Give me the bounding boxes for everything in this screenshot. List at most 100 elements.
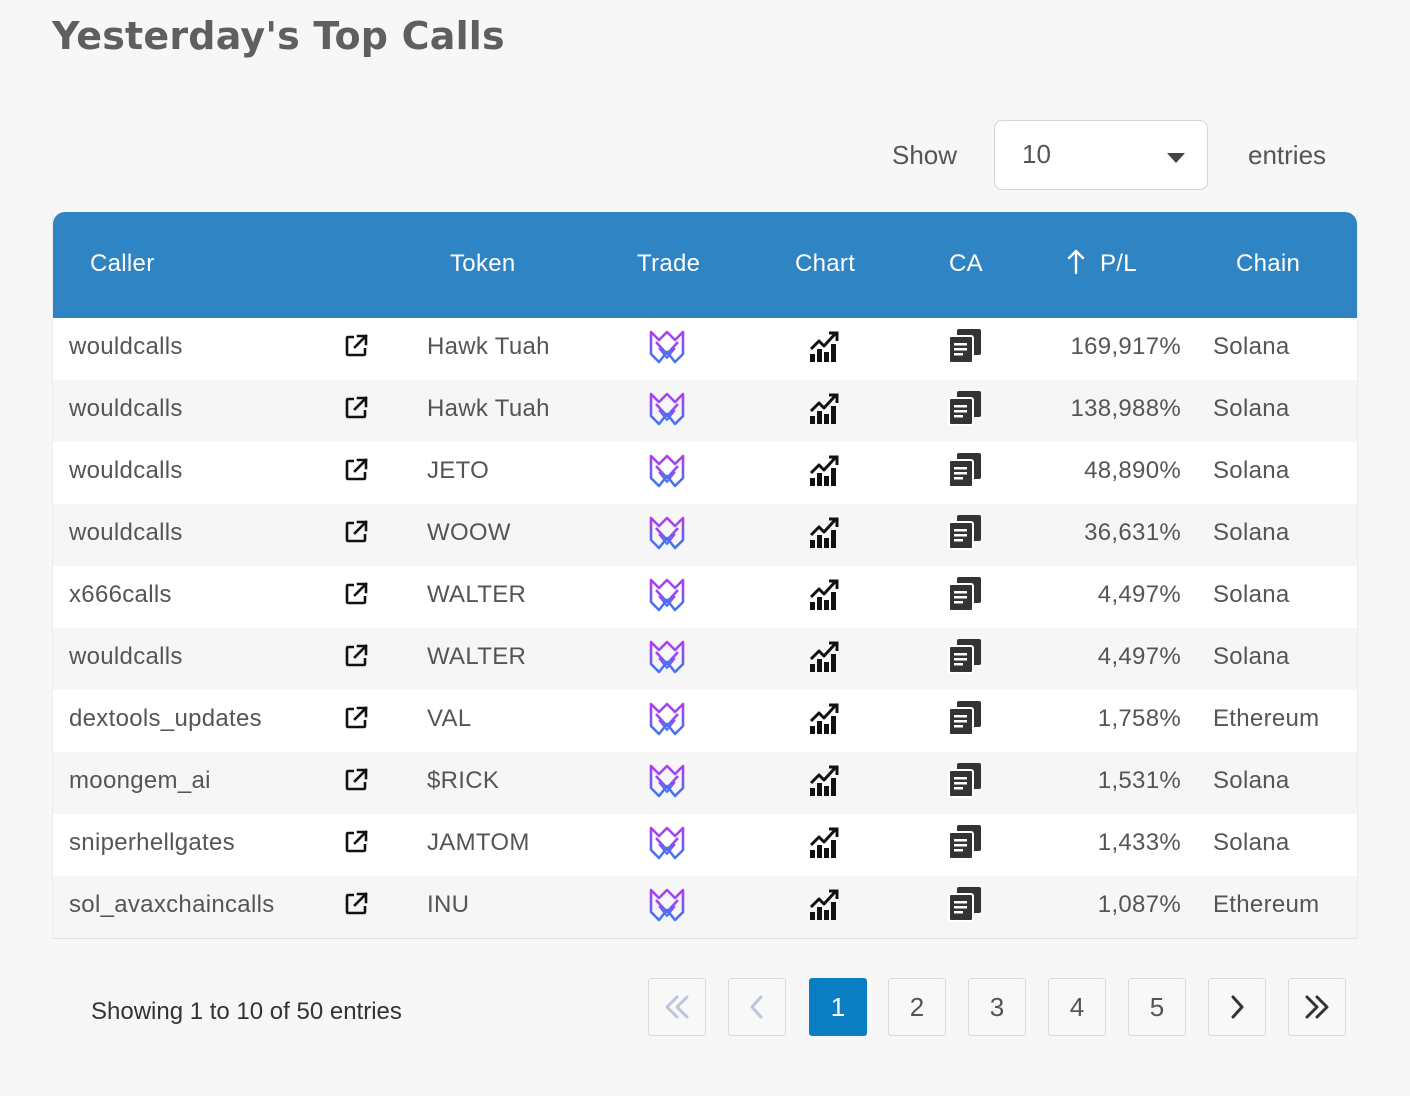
trade-logo-icon[interactable]	[647, 328, 687, 366]
chain-name: Ethereum	[1213, 705, 1320, 732]
token-name: WALTER	[427, 581, 527, 608]
table-body: wouldcalls Hawk Tuah 169,917% Solana wouldca…	[53, 318, 1357, 938]
token-name: Hawk Tuah	[427, 333, 550, 360]
entries-select[interactable]: 10	[994, 120, 1208, 190]
page-button-1[interactable]: 1	[809, 978, 867, 1036]
copy-icon[interactable]	[948, 886, 982, 922]
chevron-right-icon	[1231, 995, 1244, 1019]
chain-name: Solana	[1213, 829, 1290, 856]
header-pl[interactable]: P/L	[1067, 249, 1137, 278]
chart-icon[interactable]	[808, 515, 840, 549]
entries-select-value: 10	[1022, 139, 1051, 169]
trade-logo-icon[interactable]	[647, 576, 687, 614]
trade-logo-icon[interactable]	[647, 452, 687, 490]
previous-page-button[interactable]	[728, 978, 786, 1036]
last-page-button[interactable]	[1288, 978, 1346, 1036]
external-link-icon[interactable]	[343, 705, 369, 731]
caller-name: wouldcalls	[69, 643, 183, 670]
chart-icon[interactable]	[808, 391, 840, 425]
chart-icon[interactable]	[808, 887, 840, 921]
show-label: Show	[892, 140, 958, 170]
pl-value: 138,988%	[1070, 395, 1181, 422]
header-trade: Trade	[637, 250, 701, 277]
external-link-icon[interactable]	[343, 333, 369, 359]
table-row: x666calls WALTER 4,497% Solana	[53, 566, 1357, 628]
caller-name: sniperhellgates	[69, 829, 235, 856]
first-page-button[interactable]	[648, 978, 706, 1036]
chain-name: Ethereum	[1213, 891, 1320, 918]
table-header: Caller Token Trade Chart CA P/L Chain	[53, 212, 1357, 318]
chart-icon[interactable]	[808, 825, 840, 859]
next-page-button[interactable]	[1208, 978, 1266, 1036]
copy-icon[interactable]	[948, 576, 982, 612]
header-chain[interactable]: Chain	[1236, 250, 1301, 277]
copy-icon[interactable]	[948, 452, 982, 488]
trade-logo-icon[interactable]	[647, 824, 687, 862]
token-name: $RICK	[427, 767, 500, 794]
copy-icon[interactable]	[948, 638, 982, 674]
table-row: sol_avaxchaincalls INU 1,087% Ethereum	[53, 876, 1357, 938]
chart-icon[interactable]	[808, 577, 840, 611]
page-button-2[interactable]: 2	[888, 978, 946, 1036]
token-name: JETO	[427, 457, 490, 484]
header-token[interactable]: Token	[450, 250, 516, 277]
pl-value: 169,917%	[1070, 333, 1181, 360]
copy-icon[interactable]	[948, 700, 982, 736]
external-link-icon[interactable]	[343, 581, 369, 607]
page-button-4[interactable]: 4	[1048, 978, 1106, 1036]
pl-value: 36,631%	[1084, 519, 1181, 546]
chain-name: Solana	[1213, 395, 1290, 422]
header-caller[interactable]: Caller	[90, 250, 155, 277]
token-name: JAMTOM	[427, 829, 530, 856]
caller-name: wouldcalls	[69, 457, 183, 484]
pl-value: 4,497%	[1097, 643, 1181, 670]
external-link-icon[interactable]	[343, 457, 369, 483]
page-button-3[interactable]: 3	[968, 978, 1026, 1036]
external-link-icon[interactable]	[343, 829, 369, 855]
copy-icon[interactable]	[948, 514, 982, 550]
pl-value: 48,890%	[1084, 457, 1181, 484]
pl-value: 1,433%	[1097, 829, 1181, 856]
chain-name: Solana	[1213, 457, 1290, 484]
trade-logo-icon[interactable]	[647, 886, 687, 924]
page-button-5[interactable]: 5	[1128, 978, 1186, 1036]
pl-value: 1,531%	[1097, 767, 1181, 794]
trade-logo-icon[interactable]	[647, 762, 687, 800]
token-name: WOOW	[427, 519, 511, 546]
pl-value: 4,497%	[1097, 581, 1181, 608]
chevron-left-icon	[750, 995, 763, 1019]
external-link-icon[interactable]	[343, 767, 369, 793]
trade-logo-icon[interactable]	[647, 700, 687, 738]
trade-logo-icon[interactable]	[647, 638, 687, 676]
pl-value: 1,758%	[1097, 705, 1181, 732]
copy-icon[interactable]	[948, 390, 982, 426]
caller-name: x666calls	[69, 581, 172, 608]
chain-name: Solana	[1213, 581, 1290, 608]
table-row: moongem_ai $RICK 1,531% Solana	[53, 752, 1357, 814]
copy-icon[interactable]	[948, 824, 982, 860]
external-link-icon[interactable]	[343, 643, 369, 669]
external-link-icon[interactable]	[343, 519, 369, 545]
copy-icon[interactable]	[948, 328, 982, 364]
chart-icon[interactable]	[808, 763, 840, 797]
trade-logo-icon[interactable]	[647, 514, 687, 552]
token-name: VAL	[427, 705, 472, 732]
chain-name: Solana	[1213, 767, 1290, 794]
chart-icon[interactable]	[808, 701, 840, 735]
trade-logo-icon[interactable]	[647, 390, 687, 428]
calls-table: Caller Token Trade Chart CA P/L Chain wo…	[52, 212, 1358, 939]
chain-name: Solana	[1213, 519, 1290, 546]
header-ca: CA	[949, 250, 983, 277]
external-link-icon[interactable]	[343, 395, 369, 421]
chain-name: Solana	[1213, 333, 1290, 360]
table-row: dextools_updates VAL 1,758% Ethereum	[53, 690, 1357, 752]
token-name: Hawk Tuah	[427, 395, 550, 422]
external-link-icon[interactable]	[343, 891, 369, 917]
table-row: wouldcalls WOOW 36,631% Solana	[53, 504, 1357, 566]
caller-name: dextools_updates	[69, 705, 262, 732]
chart-icon[interactable]	[808, 639, 840, 673]
chart-icon[interactable]	[808, 329, 840, 363]
chart-icon[interactable]	[808, 453, 840, 487]
copy-icon[interactable]	[948, 762, 982, 798]
